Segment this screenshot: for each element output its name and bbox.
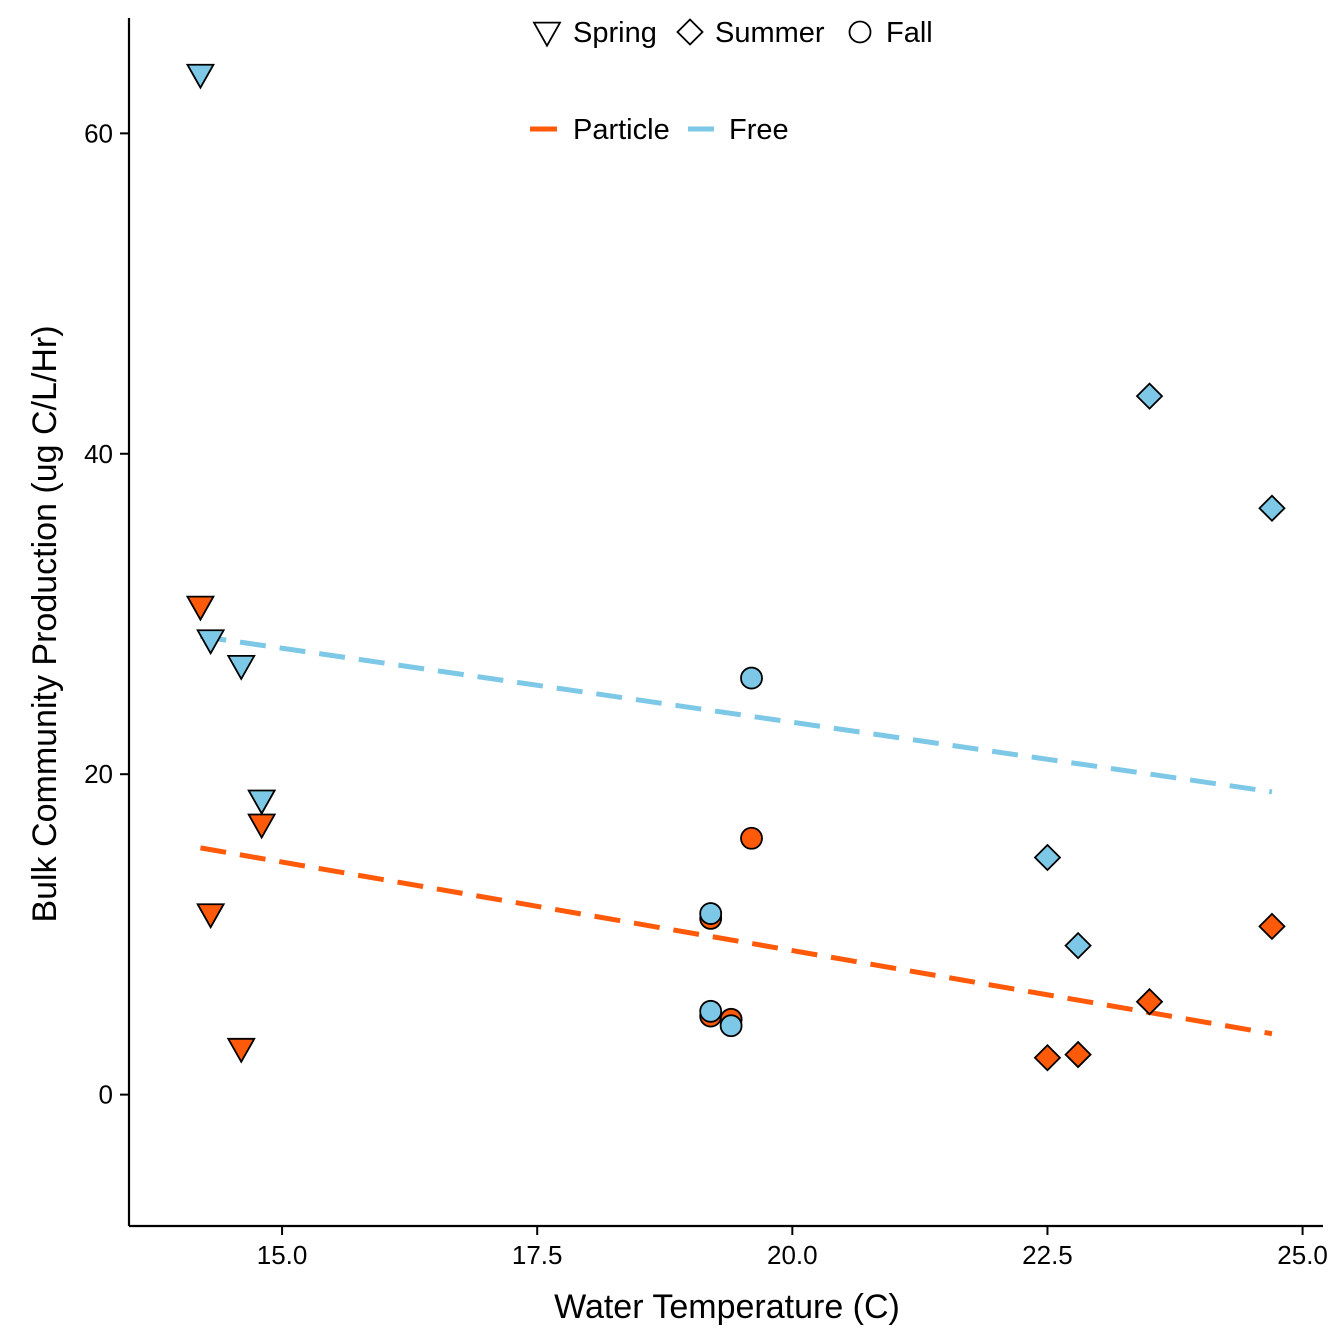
data-point-particle-spring — [196, 903, 226, 930]
y-tick-label: 60 — [84, 118, 113, 148]
legend-circle-icon — [848, 20, 872, 44]
data-point-free-summer — [1258, 494, 1286, 523]
legend-label-particle: Particle — [573, 114, 670, 146]
data-point-particle-summer — [1135, 987, 1164, 1016]
x-tick-label: 15.0 — [257, 1240, 308, 1270]
data-point-free-fall — [719, 1014, 743, 1038]
data-points — [185, 63, 1286, 1072]
y-axis-ticks: 0 20 40 60 — [84, 118, 129, 1110]
y-tick-label: 40 — [84, 439, 113, 469]
data-point-free-spring — [196, 629, 226, 656]
legend-label-fall: Fall — [886, 17, 933, 49]
data-point-particle-summer — [1033, 1044, 1062, 1072]
data-point-free-summer — [1033, 843, 1062, 872]
legend-label-summer: Summer — [715, 17, 825, 49]
legend-label-spring: Spring — [573, 17, 657, 49]
trend-line-free — [200, 633, 1273, 795]
shape-legend: Spring Summer Fall — [532, 17, 933, 49]
data-point-particle-summer — [1258, 912, 1286, 941]
y-axis-title: Bulk Community Production (ug C/L/Hr) — [26, 325, 64, 922]
x-tick-label: 20.0 — [767, 1240, 818, 1270]
data-point-particle-fall — [740, 826, 763, 850]
data-point-particle-summer — [1064, 1040, 1092, 1069]
legend-triangle-down-icon — [532, 21, 562, 48]
trend-line-particle — [200, 845, 1273, 1037]
data-point-free-summer — [1135, 382, 1164, 410]
legend-diamond-icon — [676, 18, 704, 46]
x-axis-ticks: 15.0 17.5 20.0 22.5 25.0 — [257, 1226, 1328, 1270]
data-point-free-spring — [185, 63, 215, 90]
data-point-free-spring — [226, 654, 256, 681]
x-tick-label: 25.0 — [1277, 1240, 1328, 1270]
legend-label-free: Free — [729, 114, 789, 146]
x-axis-title: Water Temperature (C) — [554, 1288, 900, 1326]
data-point-free-fall — [699, 902, 723, 925]
data-point-free-summer — [1064, 931, 1092, 960]
x-tick-label: 17.5 — [512, 1240, 563, 1270]
y-tick-label: 20 — [84, 759, 113, 789]
data-point-particle-spring — [226, 1037, 256, 1064]
y-tick-label: 0 — [99, 1080, 113, 1110]
data-point-free-fall — [699, 999, 723, 1023]
data-point-particle-spring — [185, 595, 215, 622]
data-point-particle-spring — [247, 813, 277, 840]
trend-lines — [200, 633, 1273, 1037]
line-legend: Particle Free — [530, 114, 789, 146]
data-point-free-fall — [740, 666, 763, 690]
x-tick-label: 22.5 — [1022, 1240, 1073, 1270]
data-point-free-spring — [247, 789, 277, 816]
